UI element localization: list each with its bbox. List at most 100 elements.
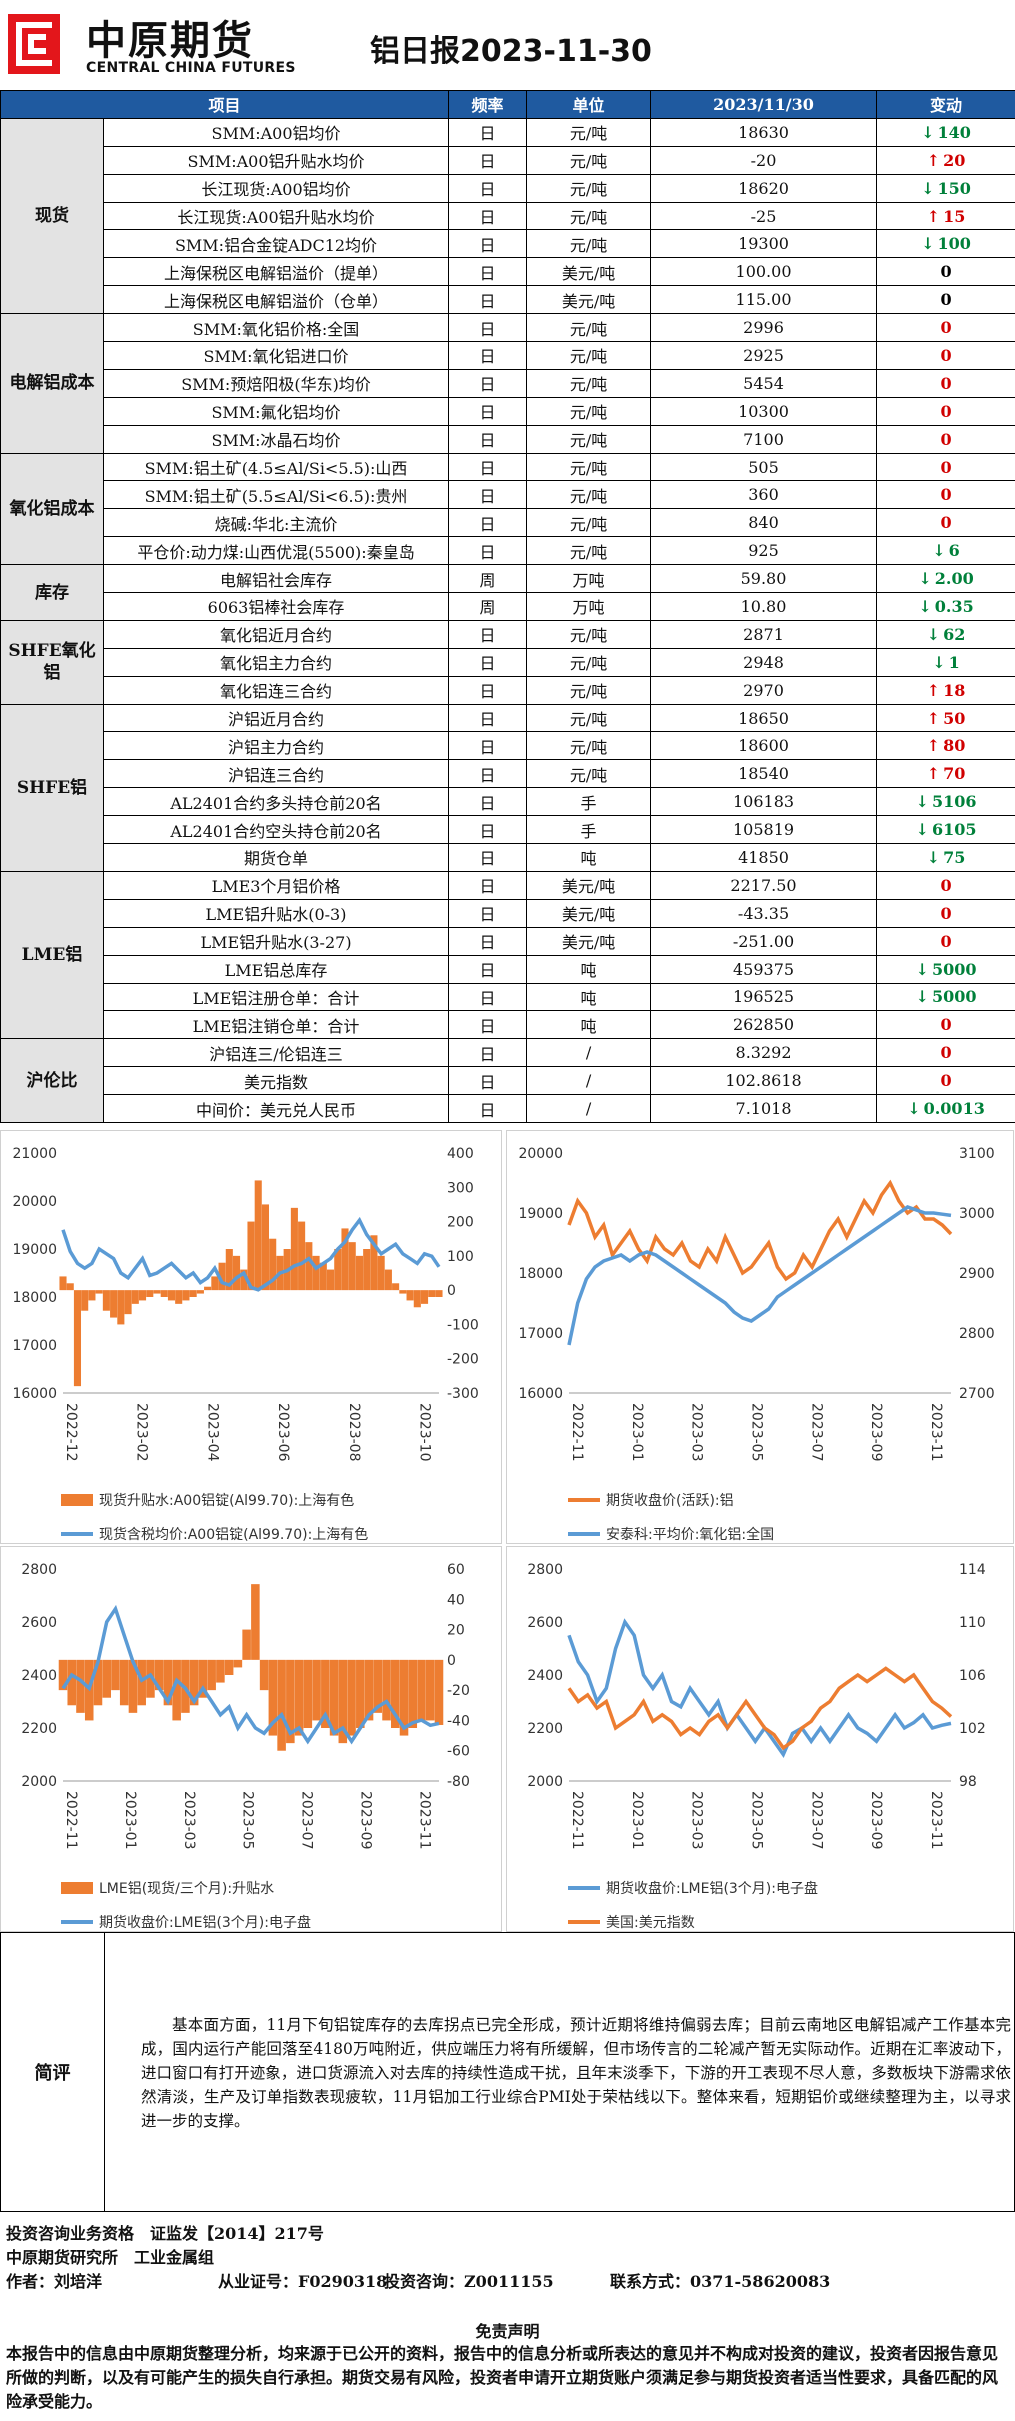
item-cell: LME铝总库存 [102, 954, 450, 984]
series-bar [312, 1659, 321, 1721]
report-title: 铝日报2023-11-30 [370, 34, 652, 69]
freq-cell: 日 [448, 368, 528, 398]
item-cell: 烧碱:华北:主流价 [102, 508, 450, 538]
freq-cell: 日 [448, 173, 528, 203]
series-bar [268, 1659, 278, 1736]
series-bar [111, 1659, 120, 1691]
series-bar [146, 1290, 154, 1297]
value-cell: 505 [650, 452, 878, 482]
y-right-tick-label: 3100 [959, 1146, 995, 1162]
freq-cell: 日 [448, 508, 528, 538]
series-bar [364, 1659, 374, 1721]
x-tick-label: 2023-03 [689, 1791, 705, 1850]
item-cell: LME铝注册仓单：合计 [102, 982, 450, 1012]
change-cell: 140 [876, 117, 1015, 147]
change-cell: 62 [876, 619, 1015, 649]
unit-cell: 元/吨 [526, 341, 652, 370]
table-row: SMM:氟化铝均价日元/吨 10300 0 [1, 396, 1015, 426]
item-cell: SMM:氧化铝价格:全国 [102, 313, 450, 343]
value-cell: 2948 [650, 647, 878, 677]
y-right-tick-label: 0 [447, 1653, 456, 1669]
freq-cell: 日 [448, 815, 528, 845]
series-bar [373, 1659, 383, 1713]
freq-cell: 日 [448, 145, 528, 175]
unit-cell: / [526, 1094, 652, 1123]
item-cell: 沪铝主力合约 [102, 731, 450, 761]
series-bar [377, 1255, 385, 1291]
change-cell: 0 [876, 396, 1015, 426]
series-bar [355, 1255, 364, 1291]
value-cell: -20 [650, 145, 878, 175]
y-left-tick-label: 2400 [21, 1668, 57, 1684]
series-bar [269, 1238, 277, 1291]
table-row: 烧碱:华北:主流价日元/吨 840 0 [1, 508, 1015, 538]
series-bar [154, 1659, 164, 1691]
freq-cell: 日 [448, 982, 528, 1012]
change-cell: 50 [876, 703, 1015, 733]
x-tick-label: 2023-11 [928, 1403, 944, 1462]
y-left-tick-label: 2600 [527, 1615, 563, 1631]
series-bar [290, 1207, 298, 1291]
x-tick-label: 2023-11 [928, 1791, 944, 1850]
series-bar [163, 1659, 173, 1706]
change-cell: 5000 [876, 982, 1015, 1012]
unit-cell: 元/吨 [526, 619, 652, 649]
table-row: SMM:铝土矿(5.5≤Al/Si<6.5):贵州日元/吨 360 0 [1, 480, 1015, 510]
freq-cell: 日 [448, 285, 528, 315]
unit-cell: 元/吨 [526, 508, 652, 538]
change-cell: 0 [876, 1066, 1015, 1096]
y-left-tick-label: 20000 [12, 1194, 57, 1210]
series-bar [305, 1242, 313, 1291]
change-cell: 0 [876, 480, 1015, 510]
x-tick-label: 2023-03 [689, 1403, 705, 1462]
unit-cell: 美元/吨 [526, 926, 652, 956]
series-bar [204, 1286, 212, 1291]
series-bar [391, 1659, 400, 1728]
y-right-tick-label: -60 [447, 1744, 470, 1760]
brand-logo-icon [8, 14, 60, 74]
change-cell: 6 [876, 536, 1015, 566]
item-cell: 平仓价:动力煤:山西优混(5500):秦皇岛 [102, 536, 450, 566]
unit-cell: 元/吨 [526, 647, 652, 677]
x-tick-label: 2023-11 [416, 1791, 432, 1850]
value-cell: 18600 [650, 731, 878, 761]
y-right-tick-label: 2700 [959, 1386, 995, 1402]
value-cell: 18540 [650, 759, 878, 789]
change-cell: 5000 [876, 954, 1015, 984]
freq-cell: 日 [448, 201, 528, 231]
change-cell: 0 [876, 368, 1015, 398]
x-tick-label: 2023-09 [868, 1403, 884, 1462]
unit-cell: 美元/吨 [526, 285, 652, 315]
value-cell: 18620 [650, 173, 878, 203]
y-right-tick-label: 2800 [959, 1326, 995, 1342]
y-right-tick-label: 110 [959, 1615, 986, 1631]
chart-spot-premium: 21000 20000 19000 18000 17000 16000 400 300 200 1… [12, 1146, 478, 1543]
y-right-tick-label: 106 [959, 1668, 986, 1684]
x-tick-label: 2022-11 [63, 1791, 79, 1850]
series-line [567, 1205, 952, 1346]
series-bar [198, 1659, 208, 1698]
series-bar [319, 1262, 327, 1291]
series-bar [59, 1276, 67, 1291]
y-left-tick-label: 2600 [21, 1615, 57, 1631]
series-bar [95, 1290, 103, 1294]
table-header-row: 项目 频率 单位 2023/11/30 变动 [0, 90, 1015, 119]
table-row: SMM:预焙阳极(华东)均价日元/吨 5454 0 [1, 368, 1015, 398]
unit-cell: 元/吨 [526, 145, 652, 175]
x-tick-label: 2023-04 [204, 1403, 220, 1462]
header-freq: 频率 [448, 90, 528, 119]
value-cell: 19300 [650, 229, 878, 259]
series-bar [102, 1659, 111, 1698]
x-tick-label: 2023-07 [808, 1791, 824, 1850]
report-header: 中原期货 CENTRAL CHINA FUTURES 铝日报2023-11-30 [0, 0, 1015, 90]
series-bar [128, 1659, 138, 1713]
y-right-tick-label: 100 [447, 1249, 474, 1265]
category-cell: 电解铝成本 [0, 313, 104, 454]
item-cell: SMM:A00铝均价 [102, 117, 450, 147]
x-tick-label: 2023-10 [416, 1403, 432, 1462]
item-cell: SMM:铝土矿(4.5≤Al/Si<5.5):山西 [102, 452, 450, 482]
unit-cell: 万吨 [526, 592, 652, 621]
